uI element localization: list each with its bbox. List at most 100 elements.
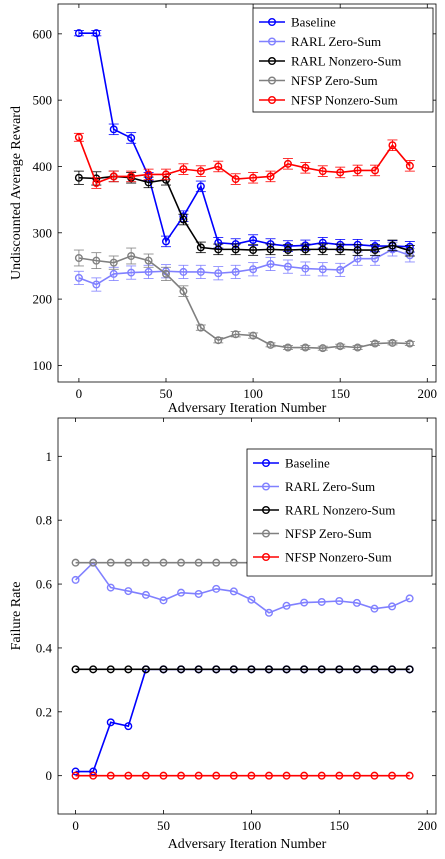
data-point bbox=[264, 665, 273, 674]
data-point bbox=[92, 29, 101, 38]
data-point bbox=[283, 246, 292, 255]
data-point bbox=[214, 162, 223, 171]
data-point bbox=[301, 163, 310, 172]
data-point bbox=[229, 771, 238, 780]
legend-entry: RARL Zero-Sum bbox=[291, 34, 381, 49]
data-point bbox=[405, 665, 414, 674]
data-point bbox=[335, 596, 344, 605]
y-tick-label: 1 bbox=[46, 449, 53, 464]
data-point bbox=[124, 722, 133, 731]
data-point bbox=[127, 268, 136, 277]
x-tick-label: 200 bbox=[418, 386, 438, 401]
data-point bbox=[127, 172, 136, 181]
x-tick-label: 150 bbox=[330, 386, 350, 401]
data-point bbox=[124, 558, 133, 567]
data-point bbox=[74, 173, 83, 182]
data-point bbox=[194, 665, 203, 674]
data-point bbox=[159, 771, 168, 780]
legend-entry: Baseline bbox=[285, 456, 330, 471]
data-point bbox=[336, 265, 345, 274]
legend-marker bbox=[262, 553, 271, 562]
data-point bbox=[141, 771, 150, 780]
data-point bbox=[179, 215, 188, 224]
series-line bbox=[75, 668, 410, 773]
data-point bbox=[266, 245, 275, 254]
y-tick-label: 500 bbox=[33, 93, 53, 108]
data-point bbox=[231, 330, 240, 339]
data-point bbox=[283, 262, 292, 271]
data-point bbox=[247, 771, 256, 780]
data-point bbox=[109, 172, 118, 181]
data-point bbox=[247, 595, 256, 604]
data-point bbox=[71, 767, 80, 776]
data-point bbox=[405, 339, 414, 348]
data-point bbox=[71, 575, 80, 584]
data-point bbox=[214, 336, 223, 345]
data-point bbox=[214, 269, 223, 278]
data-point bbox=[264, 771, 273, 780]
data-point bbox=[212, 584, 221, 593]
data-point bbox=[106, 771, 115, 780]
data-point bbox=[177, 588, 186, 597]
data-point bbox=[92, 280, 101, 289]
data-point bbox=[214, 245, 223, 254]
data-point bbox=[124, 665, 133, 674]
data-point bbox=[282, 771, 291, 780]
x-tick-label: 100 bbox=[242, 818, 262, 833]
data-point bbox=[161, 237, 170, 246]
legend-entry: RARL Nonzero-Sum bbox=[291, 54, 401, 69]
data-point bbox=[161, 269, 170, 278]
data-point bbox=[106, 665, 115, 674]
plot-frame bbox=[57, 417, 437, 815]
data-point bbox=[405, 246, 414, 255]
data-point bbox=[371, 166, 380, 175]
data-point bbox=[144, 267, 153, 276]
data-point bbox=[196, 267, 205, 276]
data-point bbox=[370, 771, 379, 780]
data-point bbox=[124, 771, 133, 780]
data-point bbox=[196, 323, 205, 332]
data-point bbox=[74, 29, 83, 38]
legend-entry: RARL Nonzero-Sum bbox=[285, 503, 395, 518]
data-point bbox=[196, 182, 205, 191]
data-point bbox=[144, 170, 153, 179]
data-point bbox=[106, 558, 115, 567]
series-nfsp-nonzero-sum bbox=[71, 771, 414, 780]
data-point bbox=[212, 771, 221, 780]
data-point bbox=[264, 608, 273, 617]
data-point bbox=[318, 167, 327, 176]
data-point bbox=[352, 665, 361, 674]
data-point bbox=[318, 344, 327, 353]
legend-box bbox=[252, 7, 434, 113]
data-point bbox=[231, 245, 240, 254]
data-point bbox=[106, 583, 115, 592]
data-point bbox=[92, 179, 101, 188]
data-point bbox=[196, 167, 205, 176]
data-point bbox=[71, 558, 80, 567]
y-tick-label: 0.2 bbox=[36, 704, 52, 719]
legend-marker bbox=[262, 529, 271, 538]
data-point bbox=[353, 166, 362, 175]
data-point bbox=[194, 589, 203, 598]
data-point bbox=[317, 597, 326, 606]
data-point bbox=[266, 259, 275, 268]
data-point bbox=[317, 771, 326, 780]
x-tick-label: 50 bbox=[160, 386, 173, 401]
data-point bbox=[249, 173, 258, 182]
data-point bbox=[89, 558, 98, 567]
y-tick-label: 0.4 bbox=[36, 640, 53, 655]
data-point bbox=[301, 245, 310, 254]
data-point bbox=[249, 265, 258, 274]
x-tick-label: 0 bbox=[72, 818, 79, 833]
data-point bbox=[196, 243, 205, 252]
data-point bbox=[212, 558, 221, 567]
data-point bbox=[229, 587, 238, 596]
data-point bbox=[317, 665, 326, 674]
legend-marker bbox=[268, 18, 277, 27]
data-point bbox=[371, 339, 380, 348]
data-point bbox=[89, 771, 98, 780]
data-point bbox=[179, 165, 188, 174]
data-point bbox=[74, 133, 83, 142]
data-point bbox=[177, 771, 186, 780]
